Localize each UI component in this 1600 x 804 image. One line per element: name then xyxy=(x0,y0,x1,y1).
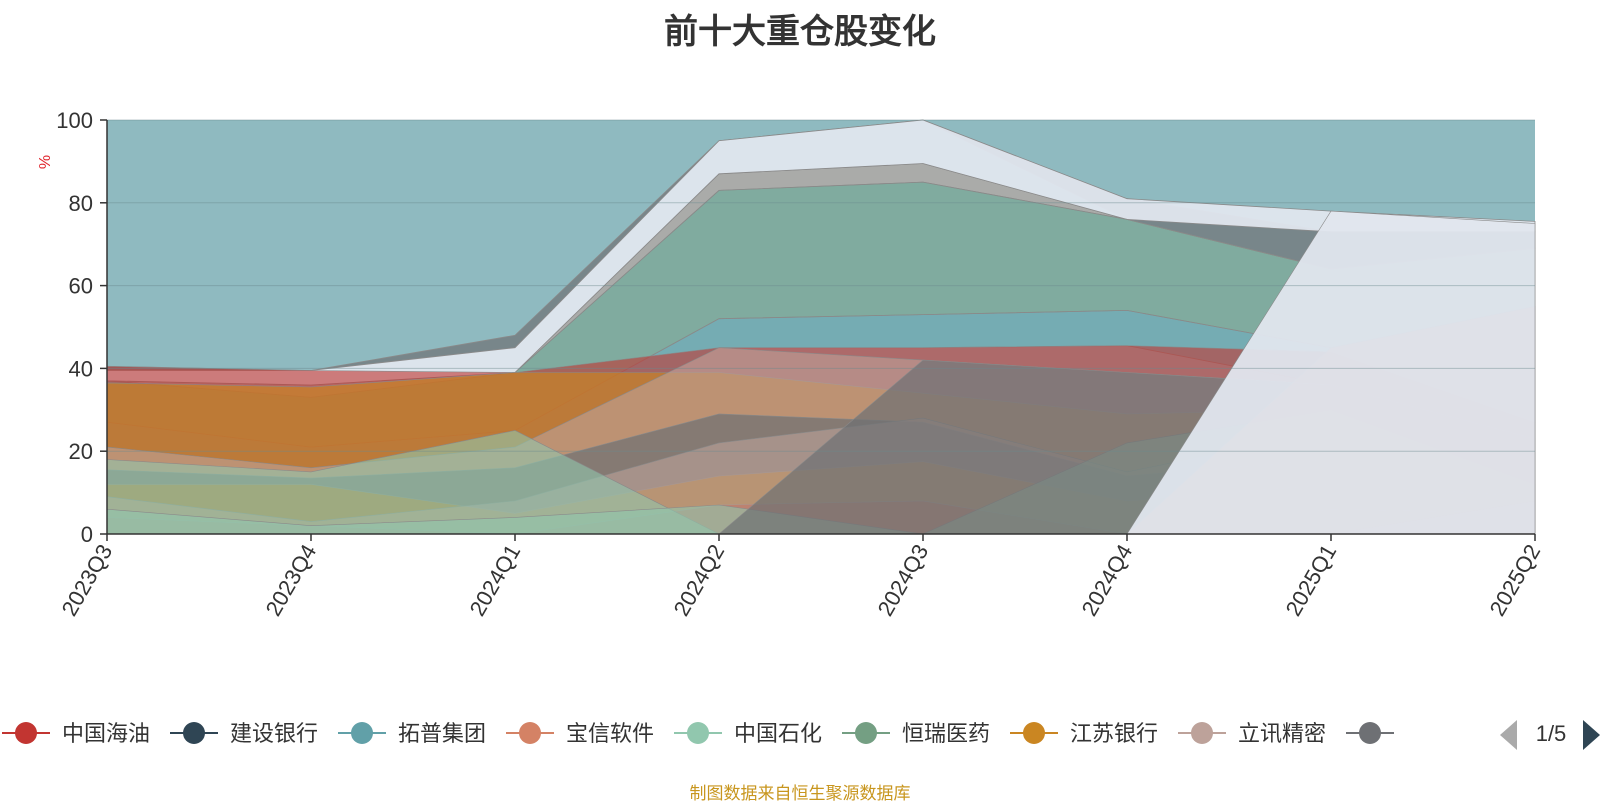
legend-marker xyxy=(351,722,373,744)
legend-label: 江苏银行 xyxy=(1070,721,1158,746)
legend-marker xyxy=(855,722,877,744)
legend-label: 中国石化 xyxy=(734,721,822,746)
legend-item[interactable]: 立讯精密 xyxy=(1178,721,1326,746)
legend-item[interactable]: 中国石化 xyxy=(674,721,822,746)
legend-marker xyxy=(15,722,37,744)
y-tick-label: 80 xyxy=(69,191,93,216)
page-indicator: 1/5 xyxy=(1536,721,1567,746)
legend-item[interactable]: 拓普集团 xyxy=(338,721,486,746)
x-tick-label: 2024Q1 xyxy=(465,540,526,620)
x-tick-label: 2025Q2 xyxy=(1485,540,1546,620)
source-note: 制图数据来自恒生聚源数据库 xyxy=(689,784,911,803)
y-tick-label: 0 xyxy=(81,522,93,547)
legend-marker xyxy=(519,722,541,744)
legend-pager[interactable]: 1/5 xyxy=(1490,714,1600,752)
legend-item[interactable] xyxy=(1346,722,1394,744)
triangle-left-icon[interactable] xyxy=(1500,720,1517,750)
legend-label: 拓普集团 xyxy=(398,721,486,746)
x-tick-label: 2024Q3 xyxy=(873,540,934,620)
legend-item[interactable]: 恒瑞医药 xyxy=(842,721,990,746)
legend-label: 宝信软件 xyxy=(566,721,654,746)
x-tick-label: 2023Q3 xyxy=(57,540,118,620)
triangle-right-icon[interactable] xyxy=(1583,720,1600,750)
x-tick-label: 2024Q4 xyxy=(1077,540,1138,620)
y-tick-label: 40 xyxy=(69,356,93,381)
legend-label: 立讯精密 xyxy=(1238,721,1326,746)
legend-item[interactable]: 江苏银行 xyxy=(1010,721,1158,746)
legend-item[interactable]: 宝信软件 xyxy=(506,721,654,746)
x-tick-label: 2024Q2 xyxy=(669,540,730,620)
grid-lines xyxy=(107,119,1535,452)
legend-item[interactable]: 建设银行 xyxy=(170,721,318,746)
legend-marker xyxy=(183,722,205,744)
y-tick-label: 60 xyxy=(69,274,93,299)
y-tick-label: 20 xyxy=(69,439,93,464)
legend-item[interactable]: 中国海油 xyxy=(2,721,150,746)
legend[interactable]: 中国海油 建设银行 拓普集团 宝信软件 中国石化 恒瑞医药 江苏银行 立讯精密 1/5 xyxy=(2,714,1600,752)
legend-label: 建设银行 xyxy=(230,721,318,746)
legend-marker xyxy=(1359,722,1381,744)
legend-label: 中国海油 xyxy=(62,721,150,746)
chart-title: 前十大重仓股变化 xyxy=(664,13,936,51)
area-bands xyxy=(106,119,1536,535)
y-axis-label: % xyxy=(37,155,54,169)
legend-label: 恒瑞医药 xyxy=(902,721,990,746)
legend-marker xyxy=(1191,722,1213,744)
legend-marker xyxy=(1023,722,1045,744)
x-tick-label: 2023Q4 xyxy=(261,540,322,620)
x-tick-label: 2025Q1 xyxy=(1281,540,1342,620)
legend-marker xyxy=(687,722,709,744)
y-tick-label: 100 xyxy=(56,108,93,133)
